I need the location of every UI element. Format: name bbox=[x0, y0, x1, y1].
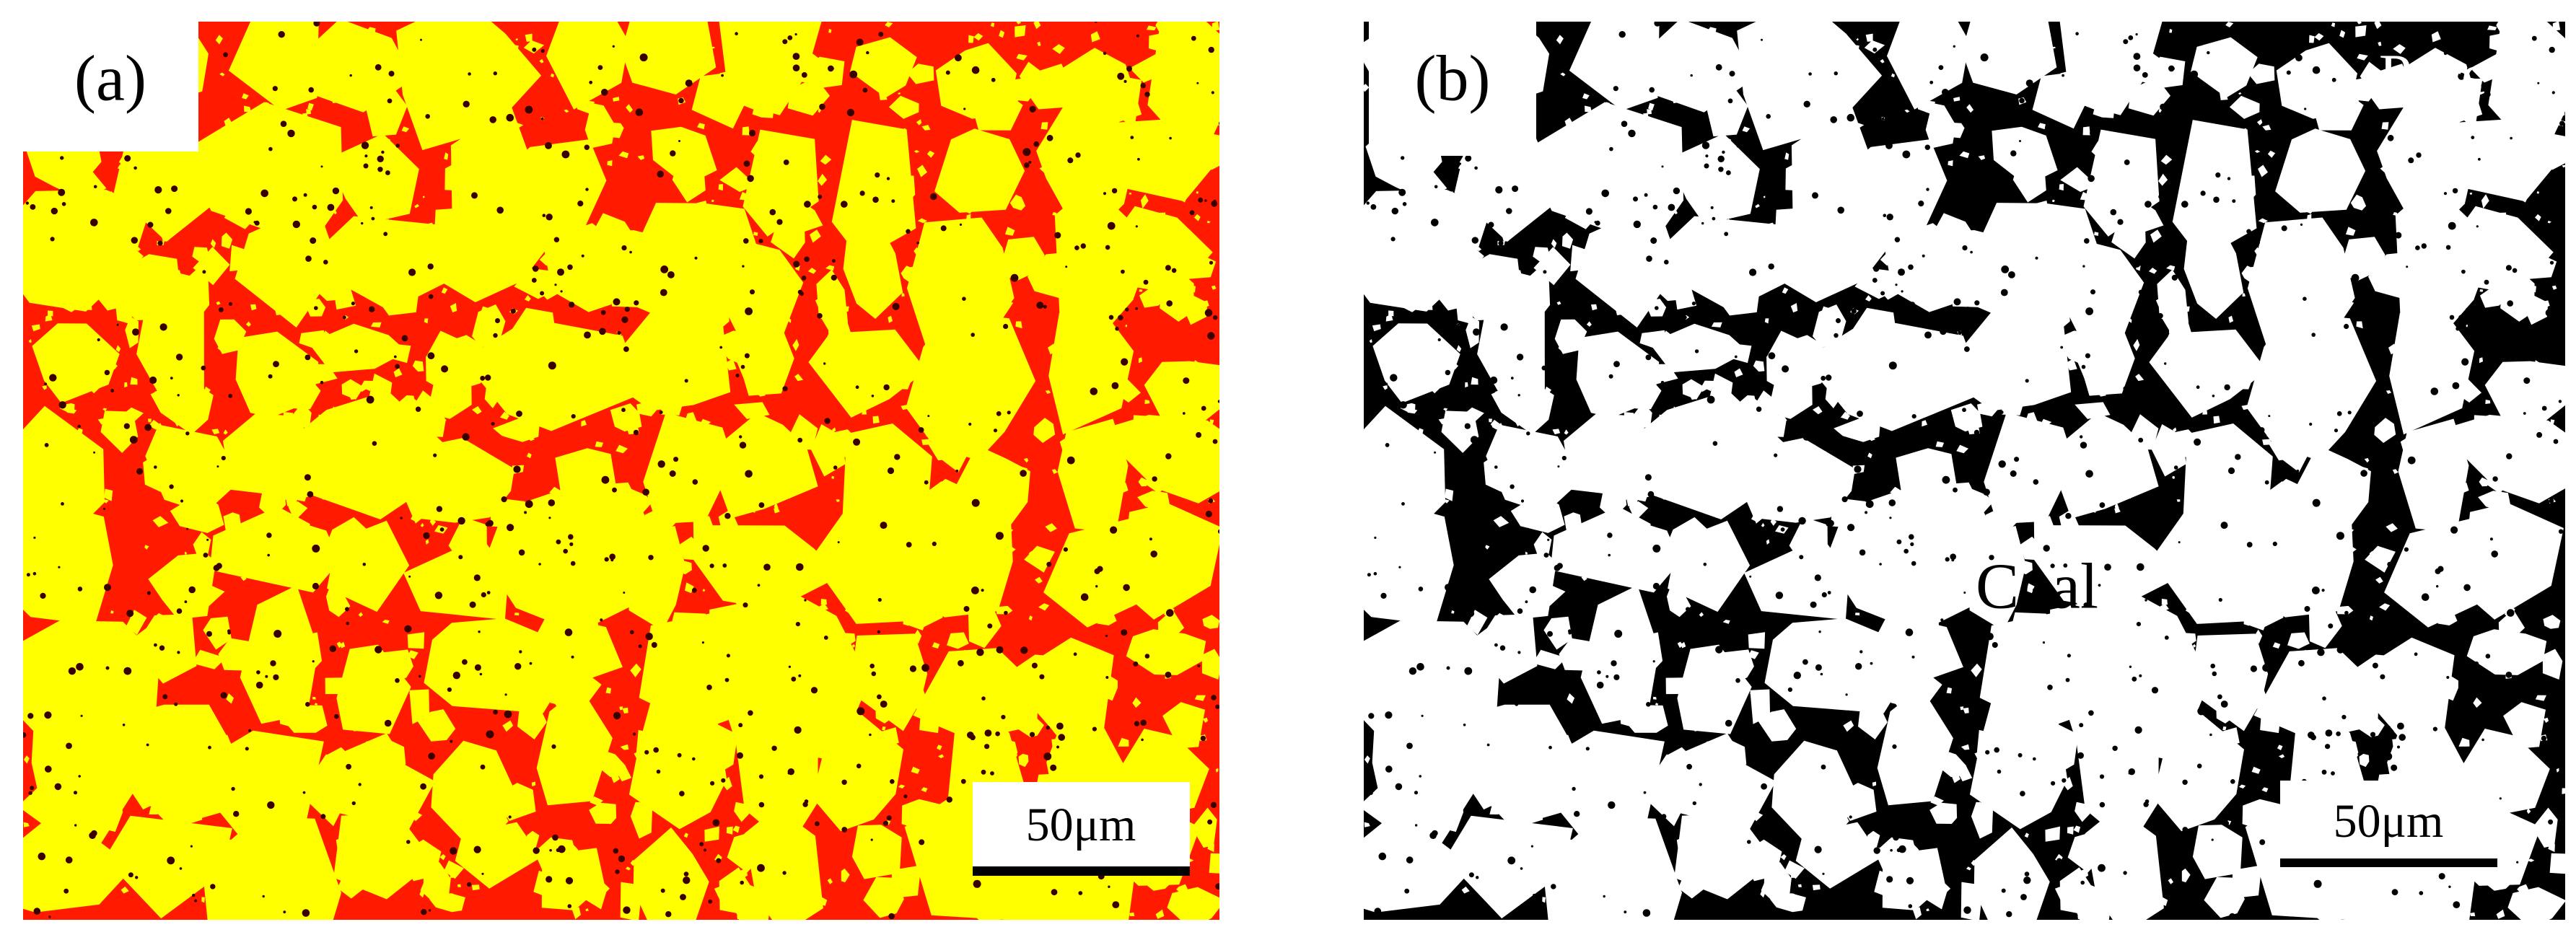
micrograph-a bbox=[23, 22, 1219, 920]
scale-bar bbox=[973, 866, 1190, 876]
scale-box bbox=[2280, 781, 2497, 867]
panel-label: (b) bbox=[1415, 43, 1491, 115]
annotation: Coal bbox=[1976, 551, 2098, 623]
scale-bar bbox=[2280, 858, 2497, 867]
scale-bar-label: 50μm bbox=[1026, 799, 1136, 851]
label-box bbox=[1369, 22, 1536, 156]
label-box bbox=[23, 22, 198, 151]
annotation: Pore bbox=[2379, 42, 2487, 107]
micrograph-b bbox=[1364, 22, 2565, 920]
panel-label: (a) bbox=[74, 43, 146, 115]
scale-box bbox=[973, 782, 1190, 876]
scale-bar-label: 50μm bbox=[2334, 795, 2444, 848]
